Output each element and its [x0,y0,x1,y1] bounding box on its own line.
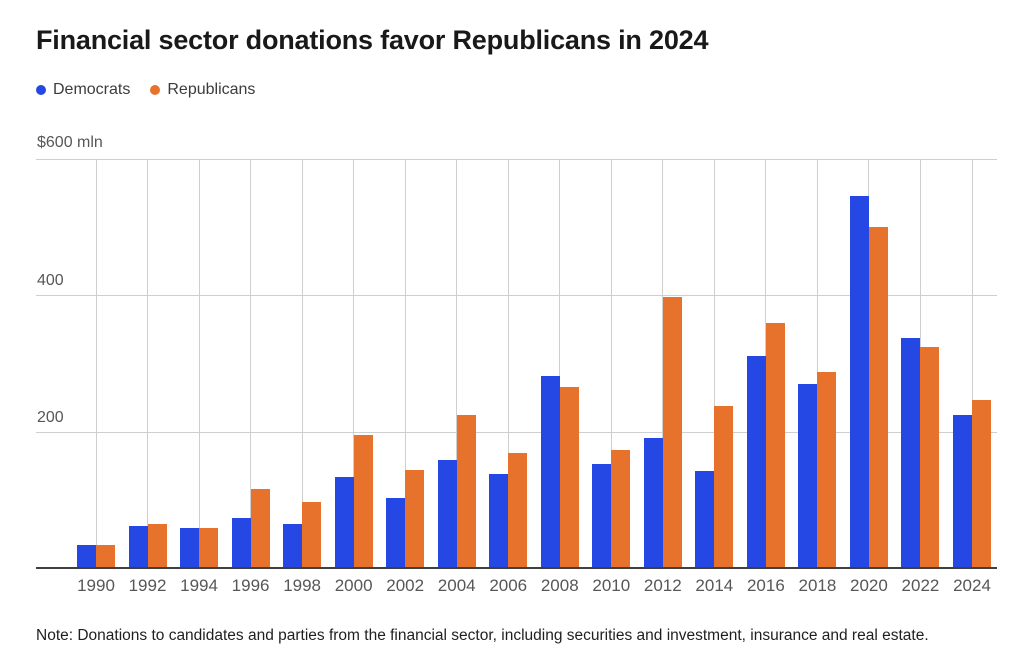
category-gridline-1994 [198,159,200,568]
legend-item-republicans: Republicans [150,81,255,99]
bar-republicans-2020 [868,227,888,568]
bar-democrats-1996 [231,518,251,568]
bar-democrats-1998 [283,524,303,568]
legend-dot-republicans [150,85,161,95]
bar-republicans-1998 [302,502,322,568]
bar-democrats-2016 [746,356,766,568]
legend-label-democrats: Democrats [53,81,131,98]
category-gridline-2010 [610,159,612,568]
bar-republicans-1996 [250,489,270,568]
x-axis-label-2016: 2016 [746,576,785,595]
bar-republicans-1994 [199,528,219,568]
category-gridline-1992 [147,159,149,568]
chart-title: Financial sector donations favor Republi… [36,25,709,55]
bar-democrats-2014 [695,471,715,568]
x-axis-label-2012: 2012 [643,576,682,595]
legend-dot-democrats [36,85,46,95]
bar-democrats-2012 [643,438,663,568]
bar-republicans-2002 [405,470,425,568]
x-axis-label-2004: 2004 [437,576,476,595]
category-gridline-1998 [301,159,303,568]
bar-republicans-2022 [920,347,940,568]
y-axis-tick-label-200: 200 [37,408,64,426]
x-axis-label-1996: 1996 [231,576,270,595]
y-gridline-600 [36,159,997,160]
y-axis-tick-label-400: 400 [37,272,64,290]
bar-democrats-2018 [798,384,818,568]
x-axis-label-1992: 1992 [128,576,167,595]
x-axis-label-2022: 2022 [901,576,940,595]
x-axis-label-2002: 2002 [386,576,425,595]
category-gridline-2008 [559,159,561,568]
x-axis-label-2020: 2020 [850,576,888,595]
bar-democrats-2006 [489,474,509,568]
bar-republicans-2006 [508,453,528,568]
bar-republicans-2014 [714,406,734,568]
bar-democrats-1992 [128,526,148,568]
category-gridline-2004 [456,159,458,568]
bar-democrats-2004 [437,460,457,568]
x-axis-label-2018: 2018 [798,576,837,595]
legend: Democrats Republicans [36,81,255,99]
bar-republicans-2018 [817,372,837,568]
legend-item-democrats: Democrats [36,81,130,99]
bar-republicans-2008 [559,387,579,568]
x-axis-label-1994: 1994 [180,576,218,595]
x-axis-label-2000: 2000 [334,576,373,595]
bar-democrats-2008 [540,376,560,568]
category-gridline-2014 [713,159,715,568]
category-gridline-2000 [353,159,355,568]
bar-democrats-2022 [901,338,921,568]
footnote: Note: Donations to candidates and partie… [36,627,929,644]
category-gridline-1990 [95,159,97,568]
bar-republicans-1992 [147,524,167,568]
plot-area: 400 200 1990 1992 1994 1996 1998 2000 2002 2004 20… [36,159,997,595]
bar-republicans-2010 [611,450,631,568]
bar-republicans-1990 [96,545,115,568]
category-gridline-1996 [250,159,252,568]
y-axis-top-label: $600 mln [37,134,103,151]
bar-democrats-2020 [849,196,869,568]
category-gridline-2002 [404,159,406,568]
bar-democrats-1994 [180,528,200,568]
category-gridline-2024 [971,159,973,568]
y-gridline-200 [36,431,997,433]
bar-republicans-2004 [456,415,476,568]
x-axis-baseline [36,567,997,569]
x-axis-label-2014: 2014 [695,576,734,595]
bar-democrats-2024 [953,415,972,568]
y-gridline-400 [36,295,997,297]
x-axis-label-1998: 1998 [283,576,322,595]
bar-republicans-2024 [972,400,991,568]
category-gridline-2006 [507,159,509,568]
bar-democrats-2010 [592,464,612,568]
bar-republicans-2000 [353,435,373,568]
x-axis-label-2008: 2008 [540,576,579,595]
category-gridline-2018 [816,159,818,568]
bar-republicans-2012 [662,297,682,568]
legend-label-republicans: Republicans [167,81,256,98]
bar-democrats-1990 [77,545,96,568]
bar-democrats-2002 [386,498,406,568]
bar-democrats-2000 [334,477,354,568]
x-axis-label-2006: 2006 [489,576,528,595]
x-axis-label-2010: 2010 [592,576,631,595]
x-axis-label-1990: 1990 [77,576,115,595]
x-axis-label-2024: 2024 [953,576,991,595]
bar-republicans-2016 [765,323,785,568]
